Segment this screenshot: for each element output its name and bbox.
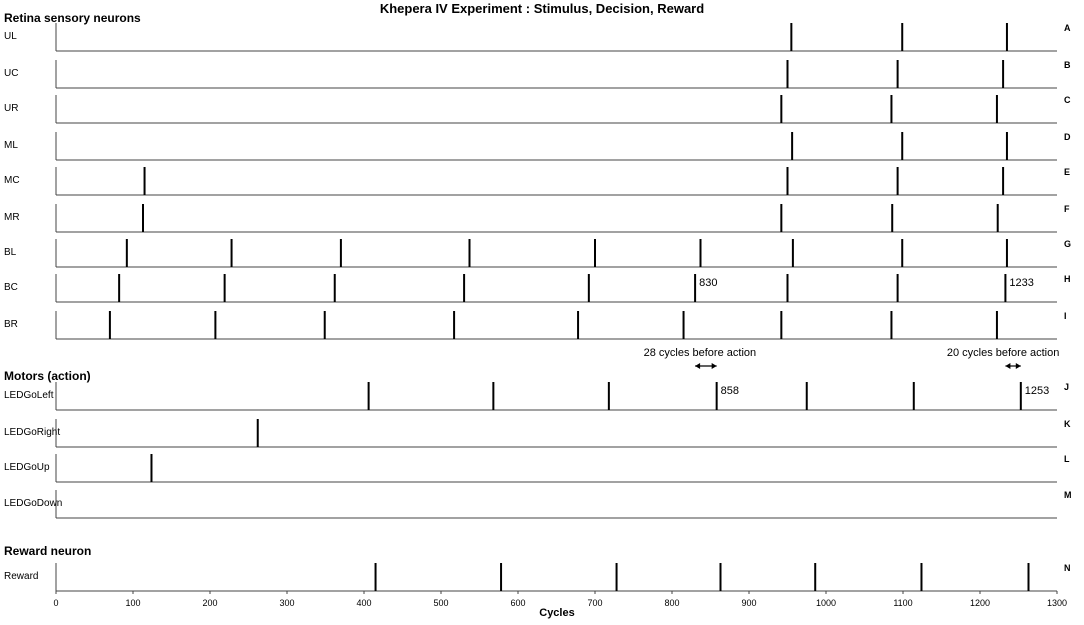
row-label-bc: BC — [4, 282, 18, 293]
x-tick-label-700: 700 — [587, 598, 602, 608]
row-label-mc: MC — [4, 175, 20, 186]
row-label-ledgoleft: LEDGoLeft — [4, 390, 54, 401]
x-tick-label-500: 500 — [433, 598, 448, 608]
x-tick-label-300: 300 — [279, 598, 294, 608]
row-letter-ledgoright: K — [1064, 419, 1071, 429]
row-letter-bl: G — [1064, 239, 1071, 249]
section-title-retina-sensory-neurons: Retina sensory neurons — [4, 11, 141, 25]
row-label-br: BR — [4, 319, 18, 330]
annotation-arrowhead-left-1 — [695, 363, 701, 369]
row-label-bl: BL — [4, 247, 17, 258]
row-letter-ul: A — [1064, 23, 1071, 33]
section-title-reward-neuron: Reward neuron — [4, 544, 91, 558]
x-tick-label-800: 800 — [664, 598, 679, 608]
row-label-reward: Reward — [4, 571, 38, 582]
row-letter-ledgodown: M — [1064, 490, 1072, 500]
x-tick-label-600: 600 — [510, 598, 525, 608]
row-label-uc: UC — [4, 68, 18, 79]
x-tick-label-0: 0 — [53, 598, 58, 608]
row-label-ml: ML — [4, 140, 18, 151]
x-tick-label-1300: 1300 — [1047, 598, 1067, 608]
value-label-858: 858 — [721, 385, 739, 397]
row-label-ul: UL — [4, 31, 17, 42]
row-label-ur: UR — [4, 103, 18, 114]
plot-area: Retina sensory neuronsULAUCBURCMLDMCEMRF… — [4, 11, 1072, 608]
row-letter-br: I — [1064, 311, 1067, 321]
row-letter-ur: C — [1064, 95, 1071, 105]
value-label-1253: 1253 — [1025, 385, 1049, 397]
row-label-ledgodown: LEDGoDown — [4, 498, 62, 509]
value-label-830: 830 — [699, 277, 717, 289]
x-tick-label-400: 400 — [356, 598, 371, 608]
row-letter-uc: B — [1064, 60, 1071, 70]
row-letter-ml: D — [1064, 132, 1071, 142]
annotation-label-1: 28 cycles before action — [644, 347, 757, 359]
row-letter-reward: N — [1064, 563, 1071, 573]
annotation-arrowhead-right-2 — [1015, 363, 1021, 369]
row-label-mr: MR — [4, 212, 20, 223]
x-tick-label-1000: 1000 — [816, 598, 836, 608]
row-label-ledgoup: LEDGoUp — [4, 462, 50, 473]
annotation-arrowhead-right-1 — [711, 363, 717, 369]
row-label-ledgoright: LEDGoRight — [4, 427, 60, 438]
x-tick-label-200: 200 — [202, 598, 217, 608]
row-letter-ledgoup: L — [1064, 454, 1070, 464]
annotation-label-2: 20 cycles before action — [947, 347, 1060, 359]
row-letter-mr: F — [1064, 204, 1070, 214]
value-label-1233: 1233 — [1009, 277, 1033, 289]
row-letter-bc: H — [1064, 274, 1071, 284]
chart-title: Khepera IV Experiment : Stimulus, Decisi… — [380, 1, 704, 16]
x-tick-label-1200: 1200 — [970, 598, 990, 608]
x-tick-label-1100: 1100 — [893, 598, 912, 608]
x-axis-title: Cycles — [539, 607, 574, 619]
row-letter-ledgoleft: J — [1064, 382, 1069, 392]
x-tick-label-900: 900 — [741, 598, 756, 608]
section-title-motors-action-: Motors (action) — [4, 369, 91, 383]
annotation-arrowhead-left-2 — [1005, 363, 1011, 369]
row-letter-mc: E — [1064, 167, 1070, 177]
x-tick-label-100: 100 — [125, 598, 140, 608]
